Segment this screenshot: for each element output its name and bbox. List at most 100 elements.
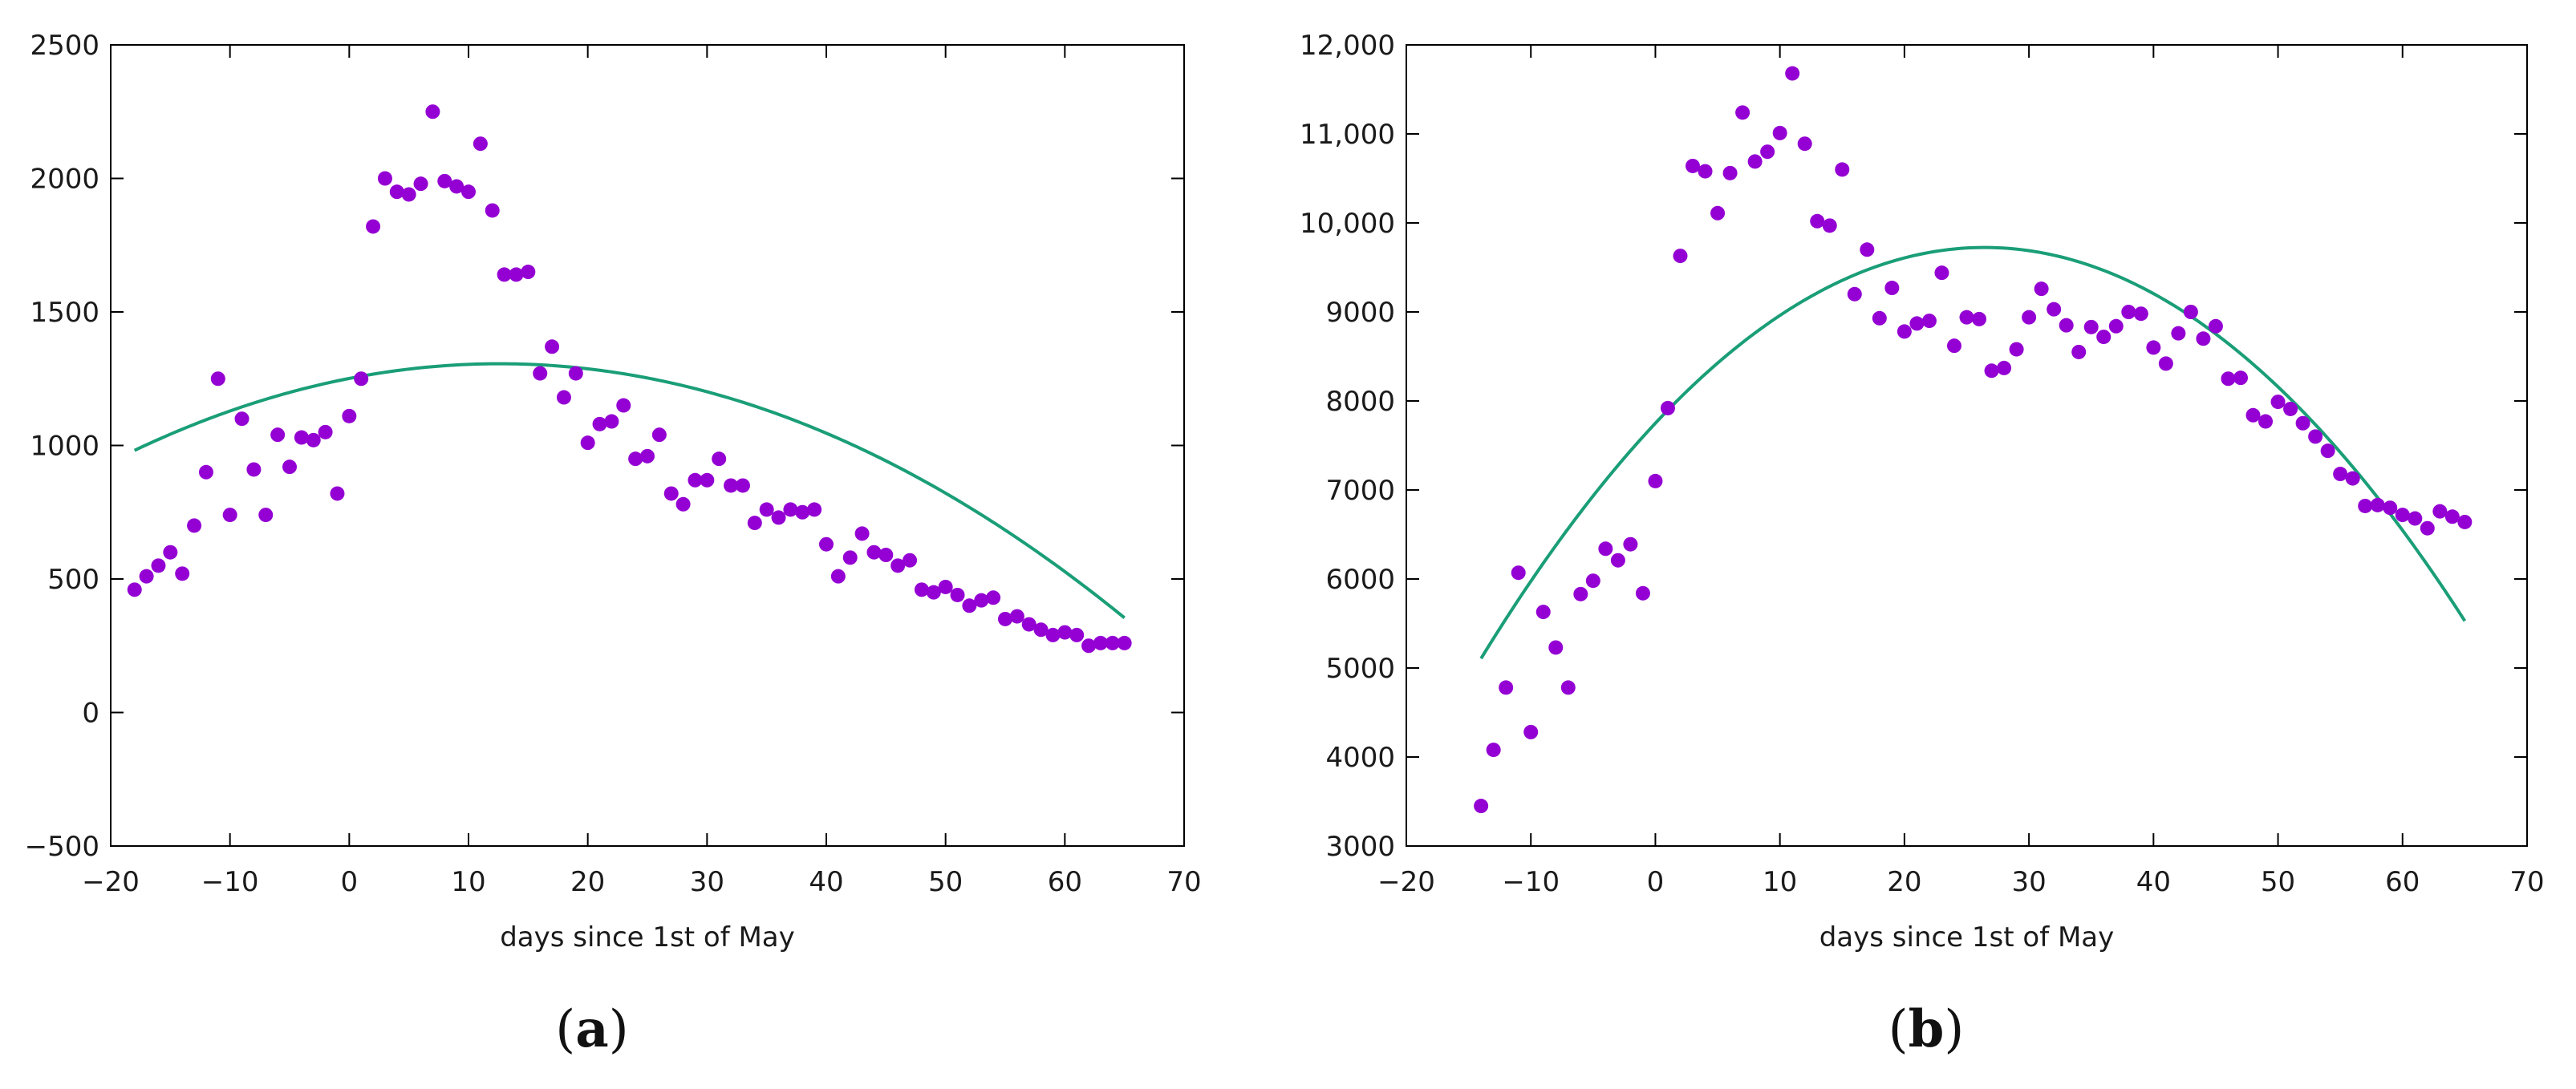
data-point: [688, 472, 703, 488]
data-point: [735, 478, 750, 493]
data-point: [521, 265, 536, 280]
data-point: [2395, 508, 2410, 523]
data-point: [366, 219, 381, 234]
data-point: [1860, 242, 1875, 257]
y-tick-label: 9000: [1325, 297, 1395, 329]
data-point: [903, 553, 918, 568]
x-tick-label: 40: [2136, 866, 2171, 898]
data-point: [1057, 625, 1073, 640]
data-point: [1486, 743, 1501, 758]
data-point: [1984, 363, 1999, 379]
data-point: [2022, 310, 2037, 325]
data-point: [700, 472, 715, 488]
data-point: [842, 550, 858, 565]
data-point: [556, 390, 571, 405]
data-point: [1698, 164, 1713, 179]
data-point: [1909, 316, 1925, 331]
data-point: [651, 427, 667, 443]
data-point: [1474, 799, 1489, 814]
data-point: [830, 569, 846, 584]
data-point: [1045, 627, 1061, 642]
data-point: [926, 585, 941, 600]
data-point: [640, 448, 655, 464]
data-point: [198, 464, 213, 480]
data-point: [2432, 504, 2448, 519]
data-point: [1946, 338, 1961, 354]
data-point: [998, 611, 1012, 626]
y-tick-label: 0: [82, 698, 99, 730]
chart-panel-a: −20 −10 0 10 20 30 40 50 60 70 −500 0 500 1000 1500 200…: [25, 30, 1202, 1059]
data-point: [2295, 415, 2310, 431]
data-point: [2320, 443, 2335, 459]
data-point: [2420, 520, 2435, 536]
x-tick-label: 70: [2509, 866, 2544, 898]
data-point: [1722, 165, 1738, 180]
data-point: [974, 593, 989, 608]
data-point: [854, 526, 870, 541]
fit-curve: [133, 362, 1126, 619]
data-point: [1884, 281, 1900, 296]
x-tick-label: 20: [1887, 866, 1921, 898]
data-point: [330, 486, 345, 501]
data-point: [2283, 401, 2298, 416]
data-point: [2009, 342, 2024, 357]
data-point: [222, 508, 237, 523]
data-point: [151, 558, 166, 573]
data-point: [675, 496, 691, 512]
data-point: [187, 518, 202, 533]
data-point: [1021, 617, 1036, 632]
data-point: [2096, 330, 2112, 345]
x-axis-title: days since 1st of May: [1819, 921, 2115, 953]
data-point: [1822, 218, 1837, 233]
data-point: [1511, 565, 1526, 581]
y-tick-label: 2500: [30, 30, 99, 62]
data-point: [2270, 395, 2286, 410]
data-point: [1093, 635, 1108, 650]
y-tick-label: 6000: [1325, 564, 1395, 596]
data-point: [258, 508, 274, 523]
x-tick-label: 50: [2261, 866, 2295, 898]
data-point: [1523, 724, 1539, 739]
data-point: [473, 136, 488, 152]
y-tick-label: 11,000: [1300, 119, 1395, 151]
x-tick-label: 0: [341, 866, 359, 898]
data-point: [568, 366, 583, 381]
data-point: [389, 184, 404, 200]
data-point: [950, 587, 965, 602]
data-point: [1033, 622, 1049, 638]
x-tick-label: −10: [1502, 866, 1560, 898]
x-tick-label: 20: [570, 866, 605, 898]
data-point: [1921, 314, 1937, 329]
data-point: [497, 267, 512, 282]
panel-label: (a): [555, 999, 628, 1059]
data-point: [342, 408, 357, 423]
data-point: [2083, 319, 2099, 334]
data-point: [807, 502, 822, 517]
x-tick-label: 60: [2385, 866, 2420, 898]
y-tick-label: 500: [47, 564, 99, 596]
data-point: [890, 558, 906, 573]
data-point: [2047, 302, 2062, 317]
y-tick-label: 5000: [1325, 653, 1395, 685]
data-point: [628, 451, 643, 467]
data-point: [1686, 158, 1701, 173]
data-point: [1660, 400, 1675, 415]
data-point: [1009, 609, 1024, 624]
data-point: [616, 398, 631, 413]
data-point: [437, 173, 452, 188]
data-point: [1747, 154, 1763, 169]
data-point: [1785, 66, 1800, 81]
data-point: [724, 478, 739, 493]
data-point: [1972, 311, 1987, 326]
data-point: [175, 566, 190, 581]
data-point: [234, 411, 249, 427]
data-point: [1635, 585, 1650, 601]
data-point: [1648, 473, 1663, 488]
data-point: [449, 179, 464, 194]
x-tick-label: 40: [809, 866, 843, 898]
y-tick-label: 3000: [1325, 831, 1395, 863]
data-point: [2308, 429, 2323, 444]
data-point: [2444, 509, 2460, 524]
data-point: [1573, 586, 1588, 601]
x-tick-label: 0: [1647, 866, 1665, 898]
